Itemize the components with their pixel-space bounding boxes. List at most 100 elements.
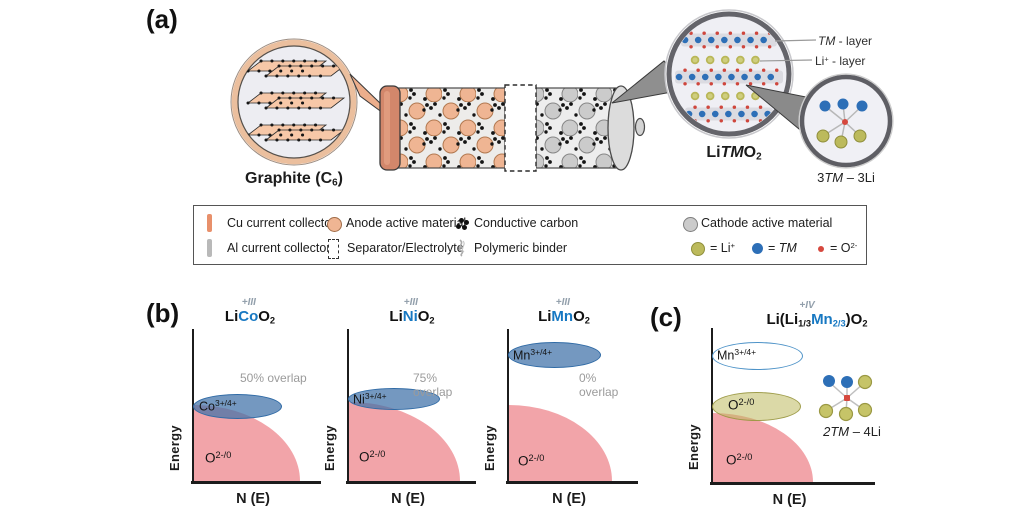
title-sub3: 2	[862, 318, 868, 329]
title-p2: )O	[845, 311, 863, 328]
cluster-pre: 2	[823, 424, 831, 439]
graphite-caption-text: Graphite (C	[245, 170, 333, 187]
legend-cu-label: Cu current collector	[227, 216, 336, 230]
tm-band-ellipse	[193, 394, 282, 419]
o-element: O	[518, 453, 529, 469]
legend-o-label: = O2-	[830, 241, 857, 255]
title-sub1: 1/3	[798, 318, 812, 329]
x-axis	[506, 481, 638, 484]
dos-plot-lirich: Mn3+/4+ O2-/0 O2-/0 Energy N (E)	[686, 328, 875, 508]
band-element: Ni	[353, 392, 365, 407]
anode-section	[397, 87, 506, 169]
cu-collector-icon	[207, 214, 212, 232]
dos-title-lirich: +IV Li(Li1/3Mn2/3)O2	[748, 300, 886, 329]
title-sub: 2	[429, 315, 435, 326]
legend-separator-label: Separator/Electrolyte	[347, 241, 464, 255]
li-layer-rows	[690, 55, 761, 101]
legend-carbon-label: Conductive carbon	[474, 216, 579, 230]
dos-title-linio2: +III LiNiO2	[367, 297, 457, 326]
overlap-label: 0% overlap	[579, 371, 619, 399]
o-sup: 2-/0	[528, 453, 545, 463]
tm-layer-leader-line	[774, 39, 817, 42]
li-atoms	[816, 129, 867, 149]
cluster-tm: TM	[824, 170, 844, 185]
li-layer-leader-line	[759, 59, 813, 62]
oxygen-atom	[842, 119, 848, 125]
graphite-caption: Graphite (C6)	[224, 170, 364, 188]
graphite-magnifier	[230, 38, 358, 166]
dos-plot-licoo2: Co3+/4+ O2-/0 50% overlap Energy N (E)	[167, 329, 321, 507]
oxygen-band-dome	[713, 413, 813, 482]
title-tm: Mn	[551, 308, 574, 325]
x-axis-label: N (E)	[236, 491, 270, 507]
li-layer-sup: +	[824, 54, 829, 64]
battery-terminal	[634, 117, 646, 137]
x-axis-label: N (E)	[772, 492, 807, 508]
oxygen-upper-band-ellipse	[712, 392, 801, 421]
oxygen-band-dome	[349, 402, 460, 481]
title-post: O	[417, 308, 430, 325]
y-axis-label: Energy	[322, 425, 337, 471]
o-element: O	[726, 452, 737, 468]
overlap-label: 75% overlap	[413, 371, 453, 399]
oxygen-band-label: O2-/0	[726, 452, 752, 468]
dos-plot-linio2: Ni3+/4+ O2-/0 75% overlap Energy N (E)	[322, 329, 476, 507]
panel-c-label: (c)	[650, 302, 682, 332]
oxidation-state-label: +III	[403, 297, 418, 308]
legend-li-label: = Li+	[710, 241, 735, 255]
litmo2-tm: TM	[720, 144, 744, 161]
tm-band-ellipse	[348, 388, 440, 410]
graphite-caption-sub: 6	[332, 177, 338, 189]
conductive-carbon-icon	[455, 217, 469, 231]
mn-band-ellipse-empty	[712, 342, 803, 370]
anode-material-icon	[327, 217, 342, 232]
x-axis	[191, 481, 321, 484]
o-eq-pre: = O	[830, 241, 851, 255]
title-sub2: 2/3	[832, 318, 846, 329]
tm-layer-rest: - layer	[835, 34, 873, 48]
legend-cathode-label: Cathode active material	[701, 216, 833, 230]
y-axis-label: Energy	[482, 425, 497, 471]
cluster-rest: – 3Li	[843, 170, 875, 185]
zoom-cone-cathode	[611, 60, 689, 104]
battery	[379, 84, 646, 172]
tm-band-label: Ni3+/4+	[353, 391, 387, 406]
cu-cap-highlight	[384, 91, 390, 165]
oxygen-band-label: O2-/0	[359, 449, 385, 465]
litmo2-sub: 2	[756, 151, 762, 163]
y-axis-label: Energy	[686, 424, 701, 470]
litmo2-pre: Li	[706, 144, 721, 161]
oxidation-state-label: +IV	[799, 300, 815, 311]
title-pre: Li	[224, 308, 239, 325]
band-sup: 3+/4+	[364, 391, 387, 401]
al-collector-icon	[207, 239, 212, 257]
tm-eq-tm: TM	[778, 241, 797, 255]
title-post: O	[258, 308, 270, 325]
tm-atoms	[819, 98, 868, 112]
tm-ion-icon	[752, 243, 763, 254]
cluster-pre: 3	[817, 170, 825, 185]
dos-plot-limno2: Mn3+/4+ O2-/0 0% overlap Energy N (E)	[482, 329, 638, 507]
legend-tm-label: = TM	[768, 241, 797, 255]
oxygen-band-dome	[509, 405, 612, 481]
cluster-2tm-4li-label: 2TM – 4Li	[812, 424, 892, 439]
o-sup: 2-/0	[215, 450, 232, 460]
x-axis	[346, 481, 476, 484]
title-pre: Li	[389, 308, 403, 325]
o-element: O	[205, 450, 216, 466]
cluster-tm: TM	[830, 424, 850, 439]
tm-layer-label: TM - layer	[818, 34, 872, 48]
panel-a-label: (a)	[146, 4, 178, 34]
oxygen-upper-band-label: O2-/0	[728, 397, 754, 413]
litmo2-caption: LiTMO2	[694, 144, 774, 162]
title-tm: Mn	[811, 311, 833, 328]
title-tm: Ni	[402, 308, 418, 325]
band-sup: 3+/4+	[530, 347, 553, 357]
cathode-section	[535, 87, 617, 169]
separator-icon	[328, 239, 339, 259]
dos-title-licoo2: +III LiCoO2	[205, 297, 295, 325]
cathode-material-icon	[683, 217, 698, 232]
al-collector-cap	[607, 85, 635, 171]
x-axis	[710, 482, 875, 485]
